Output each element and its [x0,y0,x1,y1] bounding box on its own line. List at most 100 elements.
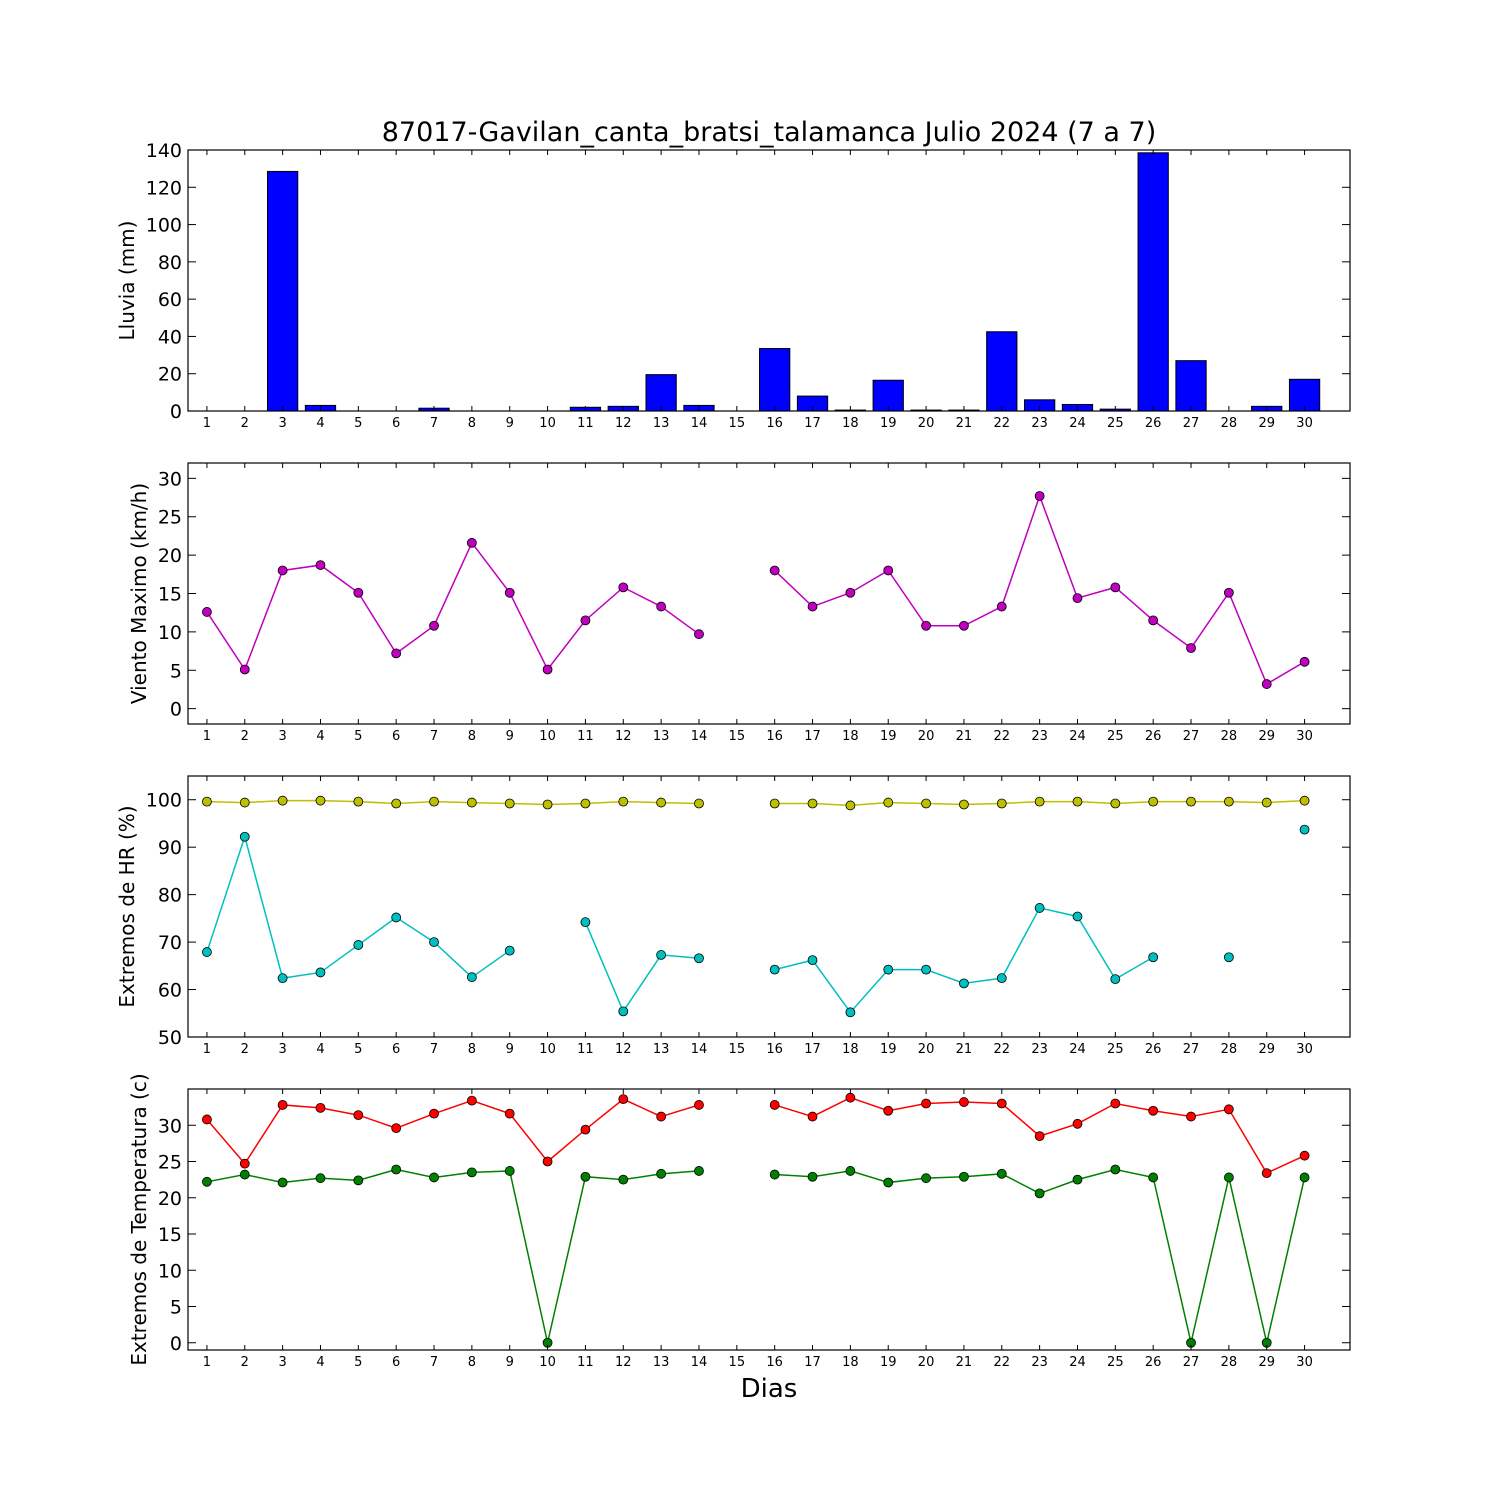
rain-y-tick-label: 0 [170,401,182,423]
temperature-point [504,1166,515,1176]
humidity-x-tick-label: 29 [1258,1042,1275,1057]
wind-point [807,601,818,612]
rain-x-tick-label: 24 [1069,416,1086,431]
rain-x-tick-label: 13 [653,416,670,431]
humidity-point [1299,824,1310,835]
humidity-point [239,831,250,842]
temperature-x-tick-label: 7 [430,1355,438,1370]
wind-x-tick-label: 19 [880,729,897,744]
humidity-point [807,955,818,966]
humidity-x-tick-label: 6 [392,1042,400,1057]
wind-x-tick-label: 17 [804,729,821,744]
wind-point [1299,656,1310,667]
rain-y-tick-label: 20 [158,364,182,386]
temperature-x-tick-label: 2 [241,1355,249,1370]
wind-x-tick-label: 30 [1296,729,1313,744]
humidity-x-tick-label: 17 [804,1042,821,1057]
humidity-x-tick-label: 5 [354,1042,362,1057]
temperature-series-line [206,1168,700,1343]
wind-point [542,664,553,675]
humidity-point [769,798,780,809]
humidity-point [1186,796,1196,807]
wind-y-tick-label: 25 [158,507,182,529]
humidity-point [580,798,591,809]
temperature-point [656,1111,667,1122]
rain-bar [266,170,299,412]
rain-x-tick-label: 5 [354,416,362,431]
wind-x-tick-label: 26 [1145,729,1162,744]
temperature-x-tick-label: 28 [1221,1355,1238,1370]
temperature-y-axis-label: Extremos de Temperatura (c) [127,1073,151,1365]
humidity-x-tick-label: 3 [278,1042,286,1057]
wind-y-tick-label: 20 [158,545,182,567]
humidity-point [202,796,212,807]
humidity-y-tick-label: 70 [158,932,182,954]
temperature-x-tick-label: 19 [880,1355,897,1370]
rain-x-tick-label: 22 [994,416,1011,431]
wind-point [769,565,780,576]
temperature-point [542,1156,553,1167]
wind-point [883,565,894,576]
humidity-point [618,796,629,807]
humidity-point [277,973,288,984]
humidity-point [1072,796,1083,807]
temperature-x-tick-label: 16 [766,1355,783,1370]
humidity-point [921,798,931,809]
wind-x-tick-label: 3 [278,729,286,744]
wind-x-tick-label: 22 [994,729,1011,744]
humidity-panel: 1 2 3 4 5 6 7 8 9 10 11 12 13 14 15 16 17 18 19 20 21 22 23 24 2… [115,775,1351,1057]
rain-x-tick-label: 12 [615,416,632,431]
rain-x-tick-label: 14 [691,416,708,431]
humidity-point [883,797,894,808]
wind-x-tick-label: 29 [1258,729,1275,744]
wind-x-tick-label: 16 [766,729,783,744]
temperature-point [1299,1172,1310,1183]
humidity-point [580,917,591,928]
humidity-point [277,795,288,806]
temperature-axes-frame [187,1088,1351,1351]
temperature-point [277,1177,288,1188]
humidity-x-tick-label: 7 [430,1042,438,1057]
rain-x-tick-label: 25 [1107,416,1124,431]
wind-x-tick-label: 21 [956,729,973,744]
humidity-y-tick-label: 100 [146,790,182,812]
temperature-point [1261,1168,1272,1178]
humidity-x-tick-label: 21 [956,1042,973,1057]
humidity-point [845,1007,856,1018]
temperature-x-tick-label: 21 [956,1355,973,1370]
humidity-point [353,940,364,950]
temperature-x-tick-label: 23 [1031,1355,1048,1370]
temperature-point [1034,1131,1045,1142]
rain-bar [1137,152,1169,412]
rain-y-tick-label: 100 [146,215,182,237]
rain-x-tick-label: 11 [577,416,594,431]
wind-x-tick-label: 25 [1107,729,1124,744]
humidity-x-tick-label: 4 [316,1042,324,1057]
humidity-point [1034,796,1045,807]
wind-y-axis-label: Viento Maximo (km/h) [127,483,151,704]
wind-point [391,648,402,659]
temperature-x-tick-label: 15 [729,1355,746,1370]
wind-point [580,615,591,626]
wind-series-line [206,541,700,672]
humidity-x-tick-label: 19 [880,1042,897,1057]
temperature-x-tick-label: 9 [506,1355,514,1370]
rain-x-tick-label: 26 [1145,416,1162,431]
wind-x-tick-label: 15 [729,729,746,744]
temperature-x-tick-label: 17 [804,1355,821,1370]
humidity-x-tick-label: 2 [241,1042,249,1057]
wind-point [353,587,364,598]
humidity-x-tick-label: 24 [1069,1042,1086,1057]
humidity-series-line [774,907,1154,1014]
temperature-x-tick-label: 3 [278,1355,286,1370]
rain-x-tick-label: 1 [203,416,211,431]
humidity-point [996,798,1007,809]
temperature-y-tick-label: 5 [170,1297,182,1319]
temperature-x-tick-label: 12 [615,1355,632,1370]
humidity-point [921,964,931,975]
wind-point [1072,593,1083,604]
temperature-point [1034,1188,1045,1199]
wind-point [1110,582,1121,593]
humidity-point [807,798,818,809]
temperature-series-line [206,1098,700,1165]
